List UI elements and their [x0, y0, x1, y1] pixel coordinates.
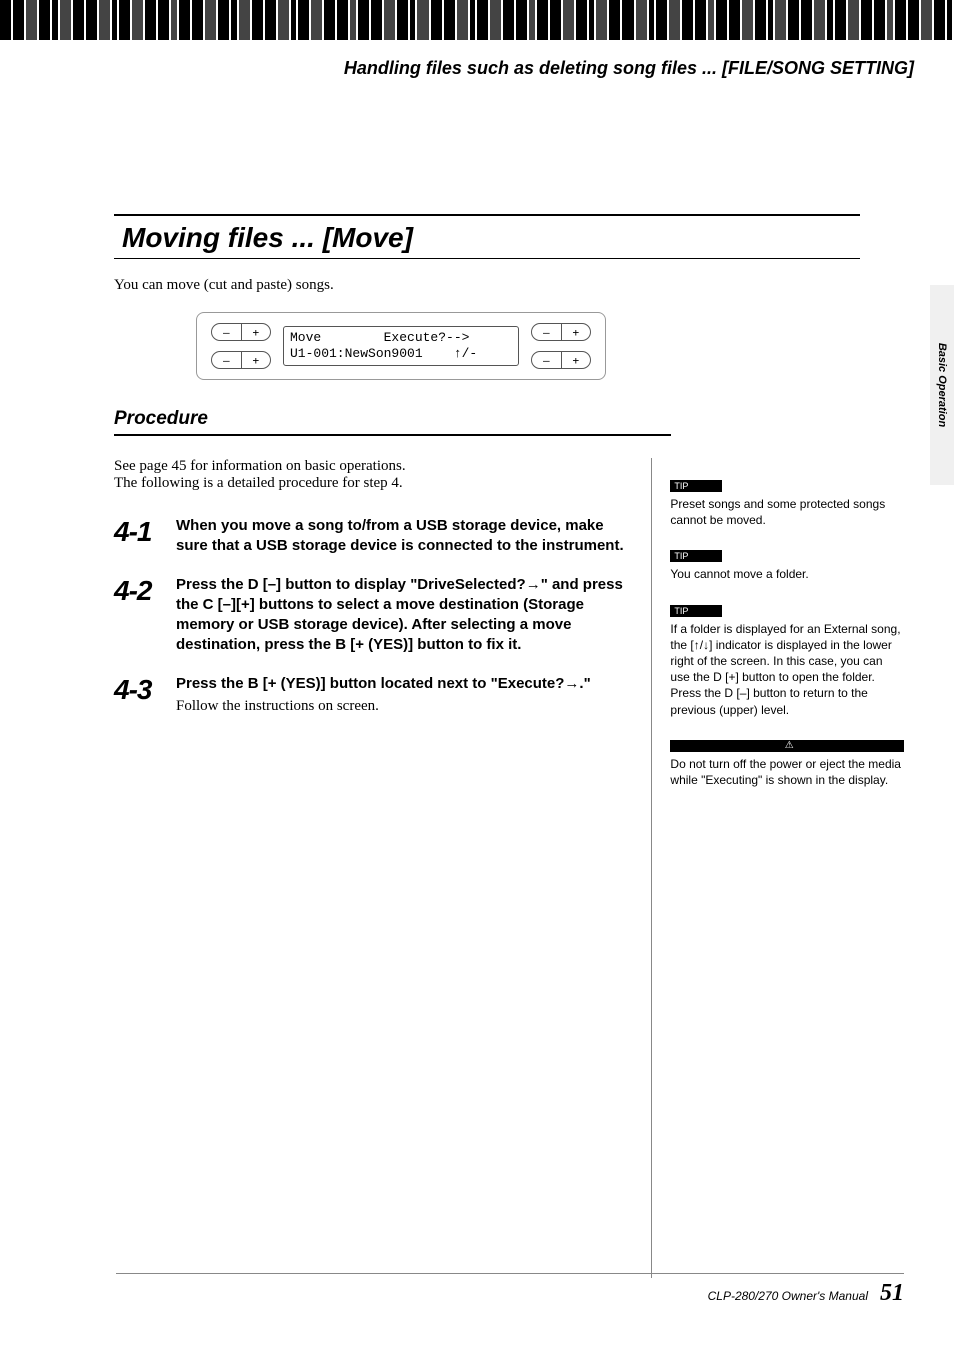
caution-bar: ⚠	[670, 740, 904, 752]
button-d[interactable]: – +	[531, 351, 591, 369]
step-number: 4-3	[114, 674, 166, 717]
step-4-3: 4-3 Press the B [+ (YES)] button located…	[114, 674, 625, 717]
tip-label: TIP	[670, 550, 722, 562]
tip-text: Preset songs and some protected songs ca…	[670, 496, 904, 528]
minus-label: –	[212, 352, 242, 368]
lcd-line2: U1-001:NewSon9001 ↑/-	[290, 346, 477, 361]
tip-1: TIP Preset songs and some protected song…	[670, 480, 904, 528]
step-number: 4-1	[114, 516, 166, 557]
tip-3: TIP If a folder is displayed for an Exte…	[670, 605, 904, 718]
step-4-2: 4-2 Press the D [–] button to display "D…	[114, 575, 625, 656]
step-number: 4-2	[114, 575, 166, 656]
caution-box: ⚠ Do not turn off the power or eject the…	[670, 740, 904, 788]
tip-2: TIP You cannot move a folder.	[670, 550, 904, 582]
footer-manual-name: CLP-280/270 Owner's Manual	[708, 1289, 868, 1303]
intro-line-1: See page 45 for information on basic ope…	[114, 458, 625, 475]
tip-label: TIP	[670, 480, 722, 492]
step-text: Press the D [–] button to display "Drive…	[176, 575, 625, 656]
lcd-panel: – + – + Move Execute?--> U1-001:NewSon90…	[196, 312, 606, 380]
lcd-line1: Move Execute?-->	[290, 330, 469, 345]
intro-line-2: The following is a detailed procedure fo…	[114, 475, 625, 492]
tip-text: If a folder is displayed for an External…	[670, 621, 904, 718]
tip-text: You cannot move a folder.	[670, 566, 904, 582]
procedure-rule	[114, 434, 671, 436]
button-a[interactable]: – +	[211, 323, 271, 341]
plus-label: +	[562, 324, 591, 340]
caution-text: Do not turn off the power or eject the m…	[670, 756, 904, 788]
caution-icon: ⚠	[785, 739, 794, 753]
plus-label: +	[242, 352, 271, 368]
procedure-intro: See page 45 for information on basic ope…	[114, 458, 625, 492]
plus-label: +	[242, 324, 271, 340]
button-c[interactable]: – +	[211, 351, 271, 369]
button-b[interactable]: – +	[531, 323, 591, 341]
step-text: When you move a song to/from a USB stora…	[176, 516, 625, 557]
barcode-header	[0, 0, 954, 40]
section-title-box: Moving files ... [Move]	[114, 214, 860, 259]
header-row: Handling files such as deleting song fil…	[0, 58, 954, 79]
side-tab-label: Basic Operation	[936, 343, 948, 427]
procedure-heading: Procedure	[114, 408, 904, 430]
header-breadcrumb: Handling files such as deleting song fil…	[344, 58, 914, 79]
tip-label: TIP	[670, 605, 722, 617]
lead-text: You can move (cut and paste) songs.	[114, 277, 904, 294]
minus-label: –	[212, 324, 242, 340]
step-4-1: 4-1 When you move a song to/from a USB s…	[114, 516, 625, 557]
minus-label: –	[532, 352, 562, 368]
step-text: Press the B [+ (YES)] button located nex…	[176, 674, 625, 694]
minus-label: –	[532, 324, 562, 340]
side-tab: Basic Operation	[930, 285, 954, 485]
footer-page-number: 51	[880, 1280, 904, 1307]
lcd-screen: Move Execute?--> U1-001:NewSon9001 ↑/-	[283, 326, 519, 365]
plus-label: +	[562, 352, 591, 368]
section-title: Moving files ... [Move]	[122, 222, 852, 254]
page-footer: CLP-280/270 Owner's Manual 51	[116, 1273, 904, 1307]
step-after-text: Follow the instructions on screen.	[176, 696, 625, 716]
